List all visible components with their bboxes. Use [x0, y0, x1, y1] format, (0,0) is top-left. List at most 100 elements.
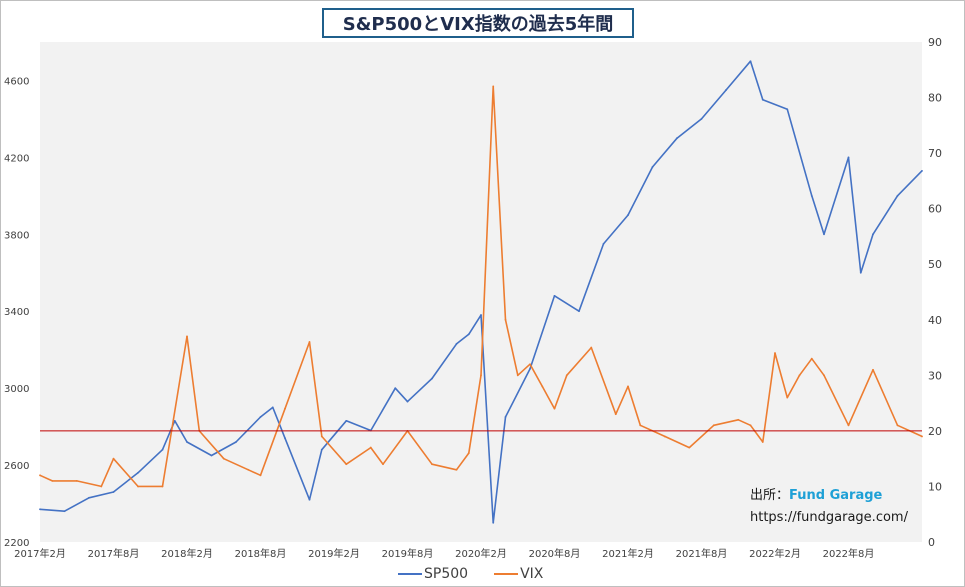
data-point-sp500: [259, 416, 262, 418]
data-point-vix: [872, 368, 874, 371]
data-point-vix: [614, 413, 617, 416]
data-point-sp500: [235, 441, 237, 443]
x-tick-label: 2017年8月: [88, 547, 140, 560]
data-point-vix: [112, 457, 115, 460]
data-point-sp500: [63, 510, 66, 513]
data-point-sp500: [529, 368, 531, 370]
data-point-sp500: [308, 498, 311, 501]
data-point-sp500: [859, 271, 862, 274]
x-tick-label: 2017年2月: [14, 547, 66, 560]
data-point-sp500: [749, 60, 752, 63]
left-tick-label: 4200: [4, 153, 29, 164]
series-line-sp500: [39, 60, 923, 524]
x-tick-label: 2021年8月: [676, 547, 728, 560]
x-tick-label: 2020年8月: [529, 547, 581, 560]
data-point-vix: [810, 357, 813, 360]
right-tick-label: 20: [928, 425, 942, 438]
data-point-vix: [553, 407, 556, 410]
x-tick-label: 2020年2月: [455, 547, 507, 560]
data-point-vix: [737, 418, 740, 421]
data-point-sp500: [455, 343, 458, 345]
chart-title: S&P500とVIX指数の過去5年間: [322, 8, 634, 38]
data-point-sp500: [431, 377, 433, 380]
data-point-vix: [761, 441, 764, 443]
data-point-sp500: [553, 294, 556, 297]
data-point-sp500: [406, 400, 409, 403]
right-tick-label: 0: [928, 536, 935, 549]
right-tick-label: 60: [928, 203, 942, 216]
data-point-vix: [137, 485, 139, 488]
data-point-sp500: [627, 214, 629, 216]
data-point-vix: [639, 424, 642, 427]
source-brand: Fund Garage: [789, 488, 883, 503]
right-tick-label: 90: [928, 36, 942, 49]
source-credit: 出所：Fund Garage: [750, 484, 882, 503]
data-point-vix: [320, 435, 323, 438]
data-point-vix: [516, 374, 519, 377]
data-point-vix: [51, 479, 54, 482]
data-point-vix: [455, 468, 458, 471]
data-point-sp500: [602, 243, 605, 245]
data-point-sp500: [725, 89, 727, 91]
data-point-vix: [75, 479, 78, 482]
legend-label-vix: VIX: [520, 566, 544, 582]
series-layer: [39, 60, 923, 524]
right-tick-label: 50: [928, 258, 942, 271]
data-point-vix: [308, 341, 311, 343]
right-tick-label: 10: [928, 480, 942, 493]
legend-item-sp500: SP500: [398, 566, 468, 582]
data-point-vix: [896, 424, 899, 427]
data-point-vix: [627, 385, 629, 388]
data-point-sp500: [786, 108, 789, 111]
legend-item-vix: VIX: [494, 566, 543, 582]
data-point-sp500: [394, 387, 397, 390]
x-axis: 2017年2月 2017年8月 2018年2月 2018年8月 2019年2月 2019年…: [14, 547, 874, 560]
right-tick-label: 30: [928, 369, 942, 382]
data-point-vix: [529, 363, 531, 366]
data-point-sp500: [210, 454, 213, 457]
data-point-sp500: [847, 156, 850, 159]
legend-label-sp500: SP500: [424, 566, 469, 582]
data-point-vix: [39, 474, 41, 477]
data-point-vix: [749, 424, 752, 427]
data-point-sp500: [271, 406, 274, 409]
data-point-vix: [247, 468, 250, 471]
data-point-vix: [823, 374, 825, 377]
left-tick-label: 2600: [4, 461, 29, 472]
data-point-sp500: [345, 419, 348, 422]
x-tick-label: 2018年8月: [235, 547, 287, 560]
data-point-sp500: [823, 233, 825, 236]
data-point-vix: [345, 463, 348, 466]
data-point-sp500: [810, 194, 813, 197]
source-label: 出所：: [750, 488, 790, 503]
data-point-vix: [467, 452, 470, 455]
data-point-vix: [382, 463, 384, 466]
data-point-sp500: [492, 521, 495, 524]
data-point-vix: [100, 485, 103, 488]
source-url: https://fundgarage.com/: [750, 510, 908, 525]
data-point-vix: [786, 396, 789, 399]
data-point-vix: [186, 335, 188, 338]
data-point-vix: [284, 407, 286, 410]
data-point-vix: [847, 424, 850, 427]
data-point-sp500: [651, 166, 654, 168]
left-tick-label: 3400: [4, 307, 29, 318]
data-point-vix: [774, 352, 776, 355]
data-point-sp500: [284, 437, 286, 440]
x-tick-label: 2022年2月: [749, 547, 801, 560]
left-tick-label: 4600: [4, 76, 29, 87]
series-line-vix: [39, 85, 923, 488]
data-point-sp500: [112, 491, 115, 493]
data-point-vix: [492, 85, 495, 88]
x-tick-label: 2021年2月: [602, 547, 654, 560]
data-point-sp500: [88, 496, 90, 499]
data-point-vix: [431, 463, 433, 466]
x-tick-label: 2018年2月: [161, 547, 213, 560]
data-point-vix: [541, 385, 544, 388]
legend-swatch-sp500: [398, 573, 422, 575]
left-axis: 2200 2600 3000 3400 3800 4200 4600: [4, 76, 29, 549]
legend-swatch-vix: [494, 573, 519, 575]
data-point-sp500: [320, 448, 323, 451]
data-point-vix: [161, 485, 164, 488]
data-point-sp500: [467, 333, 470, 336]
